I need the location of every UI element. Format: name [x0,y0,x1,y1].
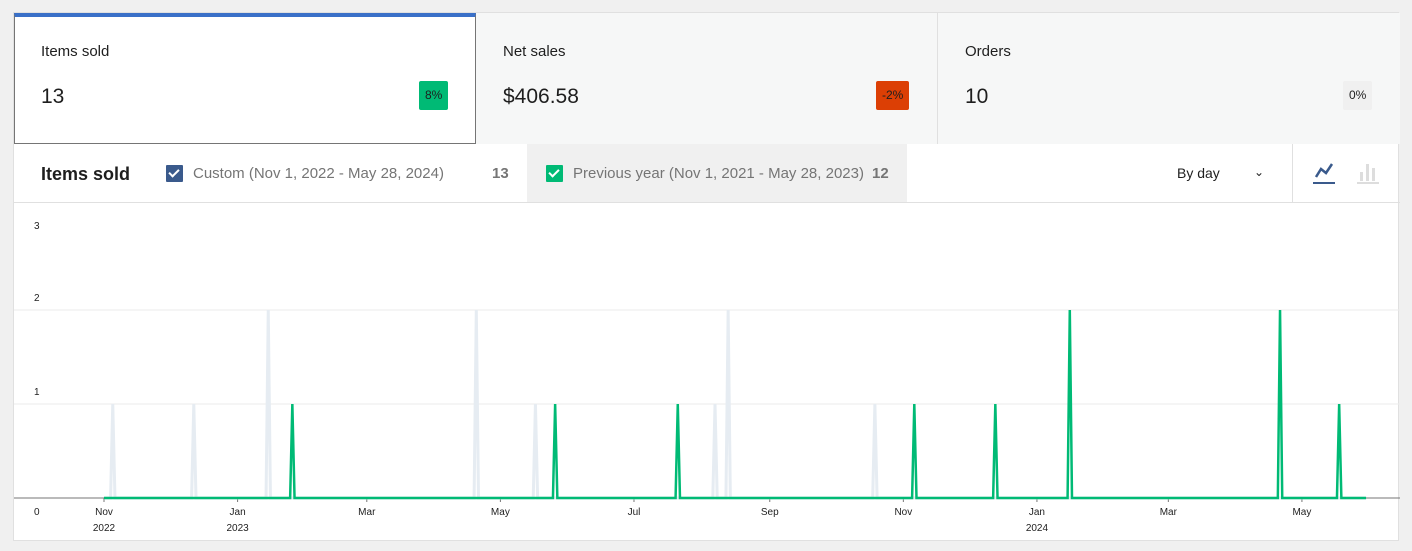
legend-total: 13 [492,164,509,182]
card-net-sales[interactable]: Net sales $406.58 -2% [476,13,938,144]
x-tick-label: Sep [761,507,779,518]
summary-cards: Items sold 13 8% Net sales $406.58 -2% O… [14,13,1400,144]
chart-legend: Items sold Custom (Nov 1, 2022 - May 28,… [14,144,1400,203]
x-tick-label: Mar [1160,507,1178,518]
x-tick-label: Jan [230,507,246,518]
interval-select[interactable]: By day [1177,165,1220,181]
legend-total: 12 [872,164,889,182]
series-line-custom [104,309,1367,500]
chart-title: Items sold [41,164,131,184]
x-tick-label: May [491,507,510,518]
y-tick-label: 2 [34,293,40,304]
y-tick-label: 0 [34,507,40,518]
x-tick-label: Nov [894,507,912,518]
delta-badge: 0% [1343,81,1373,110]
card-orders[interactable]: Orders 10 0% [938,13,1400,144]
line-chart-icon[interactable] [1312,160,1338,186]
legend-item-previous-year[interactable]: Previous year (Nov 1, 2021 - May 28, 202… [527,144,907,202]
card-value: $406.58 [503,85,579,108]
x-tick-year: 2023 [226,523,249,534]
x-tick-label: Jan [1029,507,1045,518]
legend-label: Custom (Nov 1, 2022 - May 28, 2024) [193,164,444,182]
x-tick-label: Jul [628,507,641,518]
legend-label: Previous year (Nov 1, 2021 - May 28, 202… [573,164,864,182]
card-label: Orders [965,43,1011,60]
checkbox-icon[interactable] [546,164,563,182]
x-tick-label: May [1292,507,1311,518]
divider [1292,144,1293,202]
card-label: Net sales [503,43,566,60]
analytics-panel: Items sold 13 8% Net sales $406.58 -2% O… [13,12,1400,541]
x-tick-label: Mar [358,507,376,518]
legend-item-custom[interactable]: Custom (Nov 1, 2022 - May 28, 2024) 13 [166,144,526,202]
y-tick-label: 3 [34,221,40,232]
x-tick-label: Nov [95,507,113,518]
items-sold-chart: 0 1 2 3 Nov 2022 Jan 2023 Mar May Jul Sep Nov Jan 2024… [14,221,1400,534]
card-value: 10 [965,85,989,108]
chevron-down-icon[interactable]: ⌄ [1254,165,1265,179]
card-items-sold[interactable]: Items sold 13 8% [14,13,476,144]
card-value: 13 [41,85,65,108]
checkbox-icon[interactable] [166,164,183,182]
delta-badge: -2% [876,81,910,110]
card-label: Items sold [41,43,110,60]
y-tick-label: 1 [34,387,40,398]
x-tick-year: 2022 [93,523,116,534]
delta-badge: 8% [419,81,449,110]
x-tick-year: 2024 [1026,523,1049,534]
bar-chart-icon[interactable] [1356,160,1382,186]
